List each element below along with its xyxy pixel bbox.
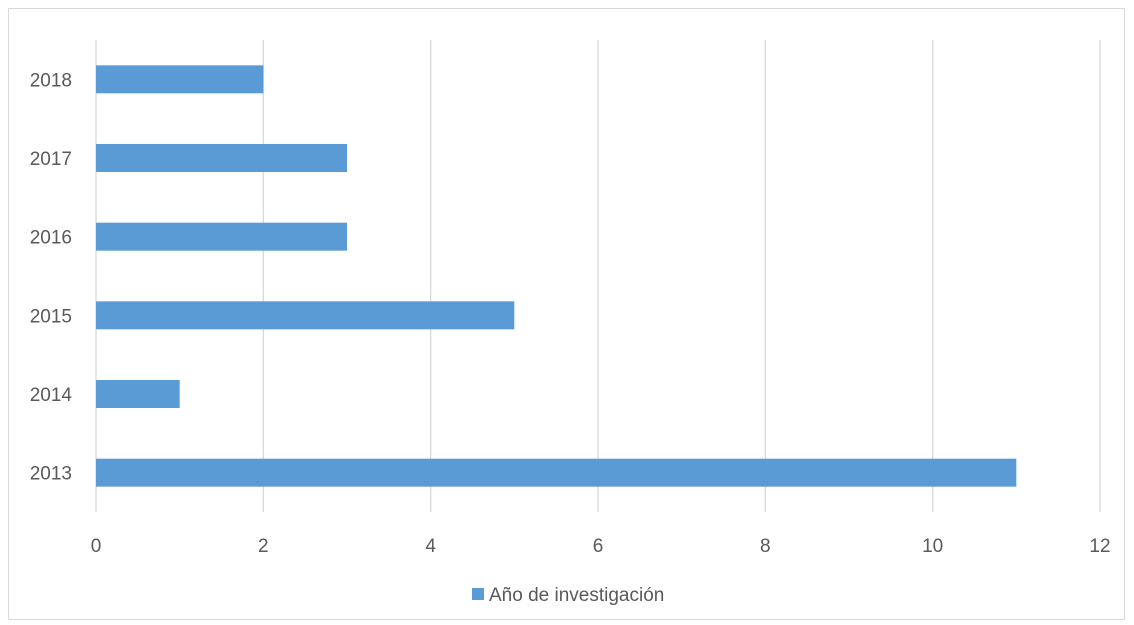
x-tick-label: 8: [760, 536, 771, 557]
y-axis-labels: 2013 2014 2015 2016 2017 2018: [30, 70, 73, 484]
gridlines: [95, 40, 1101, 512]
bars: [96, 65, 1017, 487]
bar-2016: [96, 222, 347, 251]
legend-label: Año de investigación: [489, 585, 664, 606]
bar-2014: [96, 380, 180, 408]
legend-swatch: [472, 588, 484, 600]
y-tick-label-2014: 2014: [30, 385, 73, 406]
legend: Año de investigación: [472, 585, 664, 606]
x-tick-label: 10: [922, 536, 943, 557]
y-tick-label-2016: 2016: [30, 228, 72, 249]
y-tick-label-2013: 2013: [30, 464, 72, 485]
y-tick-label-2018: 2018: [30, 70, 72, 91]
bar-2013: [96, 458, 1017, 487]
bar-2018: [96, 65, 264, 94]
x-tick-label: 0: [91, 536, 102, 557]
y-tick-label-2017: 2017: [30, 149, 72, 170]
y-tick-label-2015: 2015: [30, 306, 72, 327]
x-tick-label: 6: [593, 536, 604, 557]
bar-2017: [96, 144, 347, 172]
x-tick-label: 12: [1089, 536, 1110, 557]
x-tick-label: 4: [425, 536, 436, 557]
x-axis-labels: 0 2 4 6 8 10 12: [91, 536, 1111, 557]
bar-2015: [96, 301, 515, 330]
x-tick-label: 2: [258, 536, 269, 557]
